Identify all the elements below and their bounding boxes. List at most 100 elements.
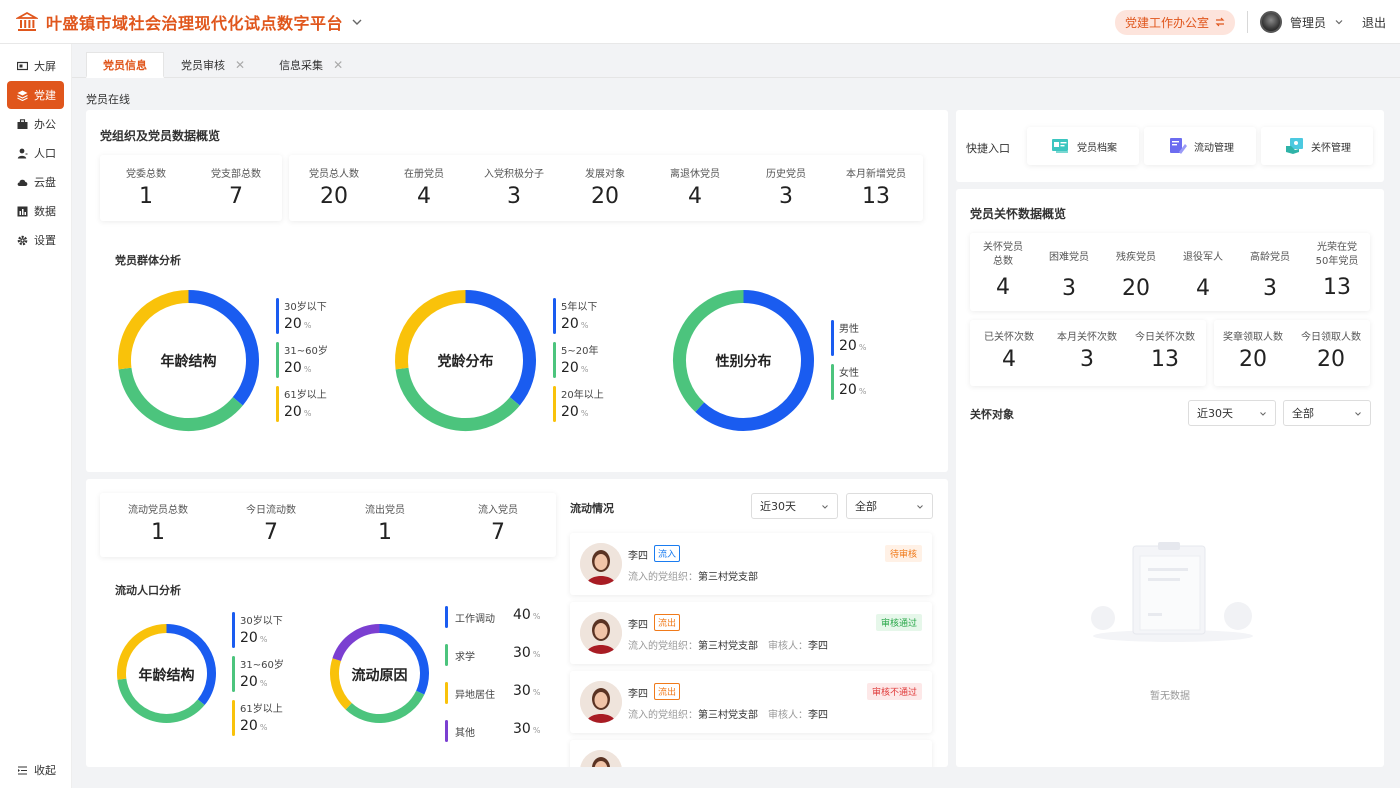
stat-label: 流动党员总数 <box>128 505 188 516</box>
stat-label: 本月新增党员 <box>846 169 906 180</box>
collapse-icon <box>18 765 27 775</box>
select-value: 近30天 <box>760 500 796 513</box>
stat-value: 3 <box>1080 347 1094 372</box>
stat-flow-today: 今日流动数 7 <box>226 501 316 545</box>
quick-profile-button[interactable]: 党员档案 <box>1027 127 1139 165</box>
cloud-icon <box>17 179 28 186</box>
flow-type-select[interactable]: 全部 <box>846 493 933 519</box>
collapse-label: 收起 <box>34 764 56 777</box>
stat-historical-members: 历史党员 3 <box>746 165 826 209</box>
legend-number: 30 <box>513 645 531 661</box>
avatar <box>580 750 622 767</box>
legend-color-bar <box>232 656 235 692</box>
legend-number: 30 <box>513 721 531 737</box>
care-type-select[interactable]: 全部 <box>1283 400 1371 426</box>
sidebar-item-data[interactable]: 数据 <box>7 197 64 225</box>
care-target-title: 关怀对象 <box>970 408 1014 421</box>
list-item[interactable]: 李四 流入 流入的党组织：第三村党支部 待审核 <box>570 533 932 595</box>
stat-flow-total: 流动党员总数 1 <box>113 501 203 545</box>
collapse-sidebar-button[interactable]: 收起 <box>7 758 64 782</box>
tab-party-info[interactable]: 党员信息 <box>86 52 164 78</box>
chevron-down-icon[interactable] <box>351 16 363 28</box>
reason-legend-item: 异地居住 30% <box>445 682 545 704</box>
stat-label: 今日关怀次数 <box>1135 332 1195 343</box>
sidebar-item-screen[interactable]: 大屏 <box>7 52 64 80</box>
org-label: 流入的党组织： <box>628 641 698 652</box>
flow-person-name: 李四 <box>628 620 648 631</box>
stat-value: 3 <box>1062 276 1076 301</box>
legend-value: 30% <box>513 683 540 699</box>
legend-name: 61岁以上 <box>240 704 283 715</box>
legend-item: 61岁以上 20% <box>232 700 283 736</box>
quick-flow-button[interactable]: 流动管理 <box>1144 127 1256 165</box>
donut-segment-1 <box>345 690 425 723</box>
legend-value: 20% <box>284 404 327 420</box>
legend-unit: % <box>580 321 589 330</box>
legend-item: 30岁以下 20% <box>232 612 283 648</box>
flow-analysis-title: 流动人口分析 <box>115 584 181 597</box>
legend-number: 20 <box>240 630 258 646</box>
flow-org-line: 流入的党组织：第三村党支部 <box>628 568 758 583</box>
stat-label: 党员总人数 <box>309 169 359 180</box>
legend-item: 31~60岁 20% <box>276 342 328 378</box>
sidebar-item-population[interactable]: 人口 <box>7 139 64 167</box>
legend-color-bar <box>276 342 279 378</box>
user-avatar[interactable] <box>1259 11 1282 33</box>
stat-label: 困难党员 <box>1049 252 1089 263</box>
sidebar-item-cloud[interactable]: 云盘 <box>7 168 64 196</box>
stat-value: 7 <box>491 520 505 545</box>
legend-value: 20% <box>284 316 327 332</box>
person-icon <box>17 148 28 158</box>
legend-number: 20 <box>284 360 302 376</box>
tab-party-review[interactable]: 党员审核 ✕ <box>164 52 262 78</box>
org-label: 流入的党组织： <box>628 572 698 583</box>
status-badge: 审核通过 <box>875 614 922 631</box>
flow-direction-tag: 流入 <box>654 545 681 562</box>
list-item[interactable]: 李四 流出 流入的党组织：第三村党支部 审核人：李四 审核通过 <box>570 602 932 664</box>
close-icon[interactable]: ✕ <box>235 58 246 72</box>
sidebar-item-office[interactable]: 办公 <box>7 110 64 138</box>
care-stats-box: 关怀党员 总数 4 困难党员 3 残疾党员 20 退役军人 4 高龄党员 3 光… <box>970 233 1370 311</box>
select-value: 全部 <box>855 500 877 513</box>
select-value: 近30天 <box>1197 407 1233 420</box>
legend-value: 20% <box>561 360 598 376</box>
reviewer-value: 李四 <box>808 641 828 652</box>
office-switch-button[interactable]: 党建工作办公室 <box>1114 9 1235 35</box>
sidebar-item-party[interactable]: 党建 <box>7 81 64 109</box>
stat-value: 20 <box>320 184 348 209</box>
tab-info-collection[interactable]: 信息采集 ✕ <box>262 52 360 78</box>
care-time-select[interactable]: 近30天 <box>1188 400 1276 426</box>
flow-list[interactable]: 李四 流入 流入的党组织：第三村党支部 待审核 李四 流出 流入的党组织：第三村… <box>566 527 938 767</box>
close-icon[interactable]: ✕ <box>333 58 344 72</box>
stat-label: 奖章领取人数 <box>1223 332 1283 343</box>
quick-care-button[interactable]: 关怀管理 <box>1261 127 1373 165</box>
logout-link[interactable]: 退出 <box>1361 15 1386 30</box>
chevron-down-icon <box>1355 412 1361 416</box>
chevron-down-icon[interactable] <box>1334 17 1344 27</box>
stat-value: 4 <box>688 184 702 209</box>
care-count-box: 已关怀次数 4 本月关怀次数 3 今日关怀次数 13 <box>970 320 1206 386</box>
list-item[interactable] <box>570 740 932 767</box>
stat-label: 高龄党员 <box>1250 252 1290 263</box>
avatar <box>580 612 622 654</box>
legend-color-bar <box>553 386 556 422</box>
donut-flow-age <box>117 624 216 723</box>
reason-legend-item: 其他 30% <box>445 720 545 742</box>
edit-icon <box>1170 138 1187 154</box>
stat-label: 历史党员 <box>766 169 806 180</box>
stat-label: 退役军人 <box>1183 252 1223 263</box>
reason-legend-item: 工作调动 40% <box>445 606 545 628</box>
sidebar-item-settings[interactable]: 设置 <box>7 226 64 254</box>
legend-name: 男性 <box>839 324 859 335</box>
flow-time-select[interactable]: 近30天 <box>751 493 838 519</box>
stat-value: 4 <box>417 184 431 209</box>
stat-flow-in: 流入党员 7 <box>453 501 543 545</box>
quick-button-label: 关怀管理 <box>1311 142 1351 154</box>
legend-number: 20 <box>284 404 302 420</box>
header-divider <box>1246 11 1248 33</box>
flow-org-line: 流入的党组织：第三村党支部 审核人：李四 <box>628 706 828 721</box>
list-item[interactable]: 李四 流出 流入的党组织：第三村党支部 审核人：李四 审核不通过 <box>570 671 932 733</box>
user-name[interactable]: 管理员 <box>1289 15 1326 30</box>
legend-name: 31~60岁 <box>240 660 284 671</box>
legend-color-bar <box>831 320 834 356</box>
